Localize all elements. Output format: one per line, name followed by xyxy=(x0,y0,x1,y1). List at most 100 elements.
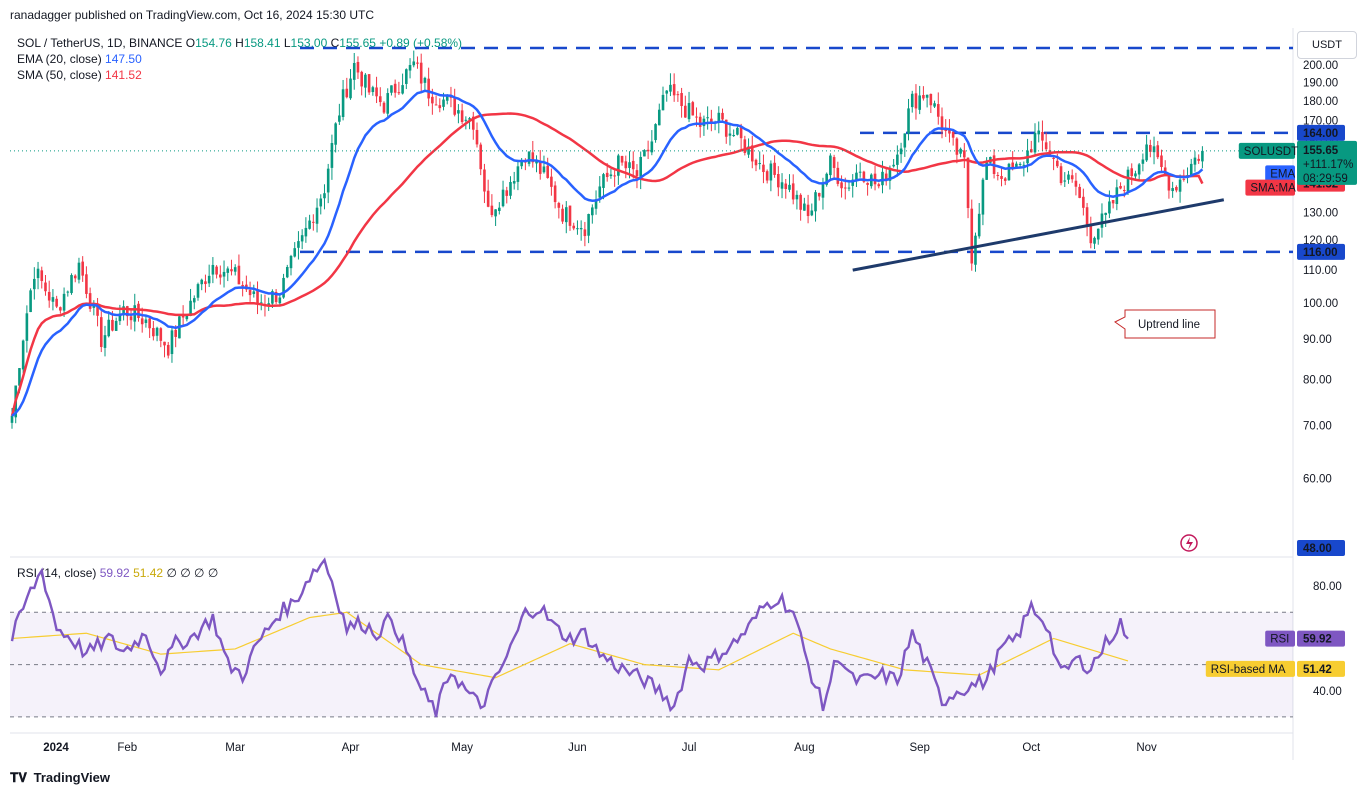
candle-body xyxy=(319,198,323,207)
candle-body xyxy=(137,303,140,319)
flag-rsi-ma-text: 51.42 xyxy=(1303,664,1332,676)
candle-body xyxy=(226,268,230,273)
lightning-icon[interactable] xyxy=(1180,534,1198,552)
candle-body xyxy=(907,108,910,134)
sma-legend-label: SMA (50, close) xyxy=(17,68,102,82)
candle-body xyxy=(126,306,129,317)
candle-body xyxy=(345,88,349,98)
candle-body xyxy=(1175,187,1178,191)
uptrend-callout[interactable] xyxy=(1114,309,1216,339)
candle-body xyxy=(933,103,936,107)
flag-rsi-ma[interactable] xyxy=(1297,660,1345,677)
candle-body xyxy=(966,157,970,209)
candle-body xyxy=(910,93,914,108)
flag-ema-name[interactable] xyxy=(1265,165,1295,182)
candle-body xyxy=(698,116,702,127)
candle-body xyxy=(583,229,587,237)
candle-body xyxy=(111,319,114,331)
candle-body xyxy=(635,170,639,177)
candle-body xyxy=(710,118,713,123)
candle-body xyxy=(85,274,88,294)
candle-body xyxy=(445,95,449,101)
candle-body xyxy=(341,89,345,117)
candle-body xyxy=(378,96,382,103)
price-tick-label: 80.00 xyxy=(1303,375,1332,387)
candle-body xyxy=(297,241,300,248)
candle-body xyxy=(829,155,832,176)
flag-164[interactable] xyxy=(1297,124,1345,141)
flag-rsi-name[interactable] xyxy=(1265,630,1295,647)
flag-116[interactable] xyxy=(1297,243,1345,260)
flag-rsi-ma-name[interactable] xyxy=(1205,660,1295,677)
candle-body xyxy=(501,189,505,207)
candle-body xyxy=(527,151,531,164)
candle-body xyxy=(166,344,170,356)
flag-sma-name[interactable] xyxy=(1245,179,1295,196)
candle-body xyxy=(47,291,51,301)
candle-body xyxy=(1197,158,1200,161)
candle-body xyxy=(672,84,676,96)
candle-body xyxy=(408,65,412,71)
currency-button[interactable]: USDT xyxy=(1297,31,1357,59)
candle-body xyxy=(427,78,430,99)
candle-body xyxy=(732,135,735,137)
candle-body xyxy=(1029,149,1033,153)
candle-body xyxy=(364,74,367,88)
flag-rsi[interactable] xyxy=(1297,630,1345,647)
flag-symbol-name[interactable] xyxy=(1238,142,1295,159)
ema-legend[interactable]: EMA (20, close) 147.50 xyxy=(17,51,142,67)
sma-legend[interactable]: SMA (50, close) 141.52 xyxy=(17,67,142,83)
candle-body xyxy=(1063,180,1067,182)
candle-body xyxy=(862,171,866,182)
candle-body xyxy=(360,71,363,87)
price-tick-label: 60.00 xyxy=(1303,473,1332,485)
rsi-line[interactable] xyxy=(10,557,1129,718)
candle-body xyxy=(155,327,159,336)
candle-body xyxy=(88,293,92,309)
candle-body xyxy=(591,207,594,216)
candle-body xyxy=(1082,196,1085,208)
candle-body xyxy=(1000,176,1003,179)
flag-rsi-ma-name-text: RSI-based MA xyxy=(1211,664,1286,676)
candle-body xyxy=(654,124,657,141)
time-tick-label: May xyxy=(451,742,473,754)
candle-body xyxy=(676,94,680,96)
candle-body xyxy=(51,297,55,302)
candle-body xyxy=(159,328,163,341)
candle-body xyxy=(192,298,196,303)
candle-body xyxy=(274,291,278,303)
high-value: 158.41 xyxy=(243,36,281,50)
candle-body xyxy=(1126,169,1130,192)
uptrend-line[interactable] xyxy=(852,198,1225,272)
ema20-line[interactable] xyxy=(11,89,1204,417)
candle-body xyxy=(1067,174,1070,180)
candle-body xyxy=(338,115,341,122)
flag-rsi-name-text: RSI xyxy=(1270,634,1289,646)
candle-body xyxy=(936,104,940,117)
candle-body xyxy=(747,146,750,155)
candle-body xyxy=(914,93,918,109)
rsi-ma-line[interactable] xyxy=(11,611,1129,679)
candle-body xyxy=(256,290,259,304)
candle-body xyxy=(77,262,81,280)
flag-low[interactable] xyxy=(1297,540,1345,556)
candle-body xyxy=(1167,174,1171,191)
candle-body xyxy=(1134,173,1137,177)
candle-body xyxy=(468,118,471,120)
candle-body xyxy=(200,279,204,285)
candle-body xyxy=(1201,150,1204,162)
candle-body xyxy=(1041,131,1044,141)
flag-last-price[interactable] xyxy=(1297,140,1357,185)
candle-body xyxy=(587,213,590,236)
price-tick-label: 190.00 xyxy=(1303,77,1338,89)
candles xyxy=(10,50,1204,429)
candle-body xyxy=(628,162,631,168)
candle-body xyxy=(721,112,724,120)
candle-body xyxy=(903,133,907,148)
sma50-line[interactable] xyxy=(10,112,1204,417)
candle-body xyxy=(1108,201,1111,214)
candle-body xyxy=(293,248,297,257)
candle-body xyxy=(717,112,721,123)
candle-body xyxy=(96,303,99,316)
